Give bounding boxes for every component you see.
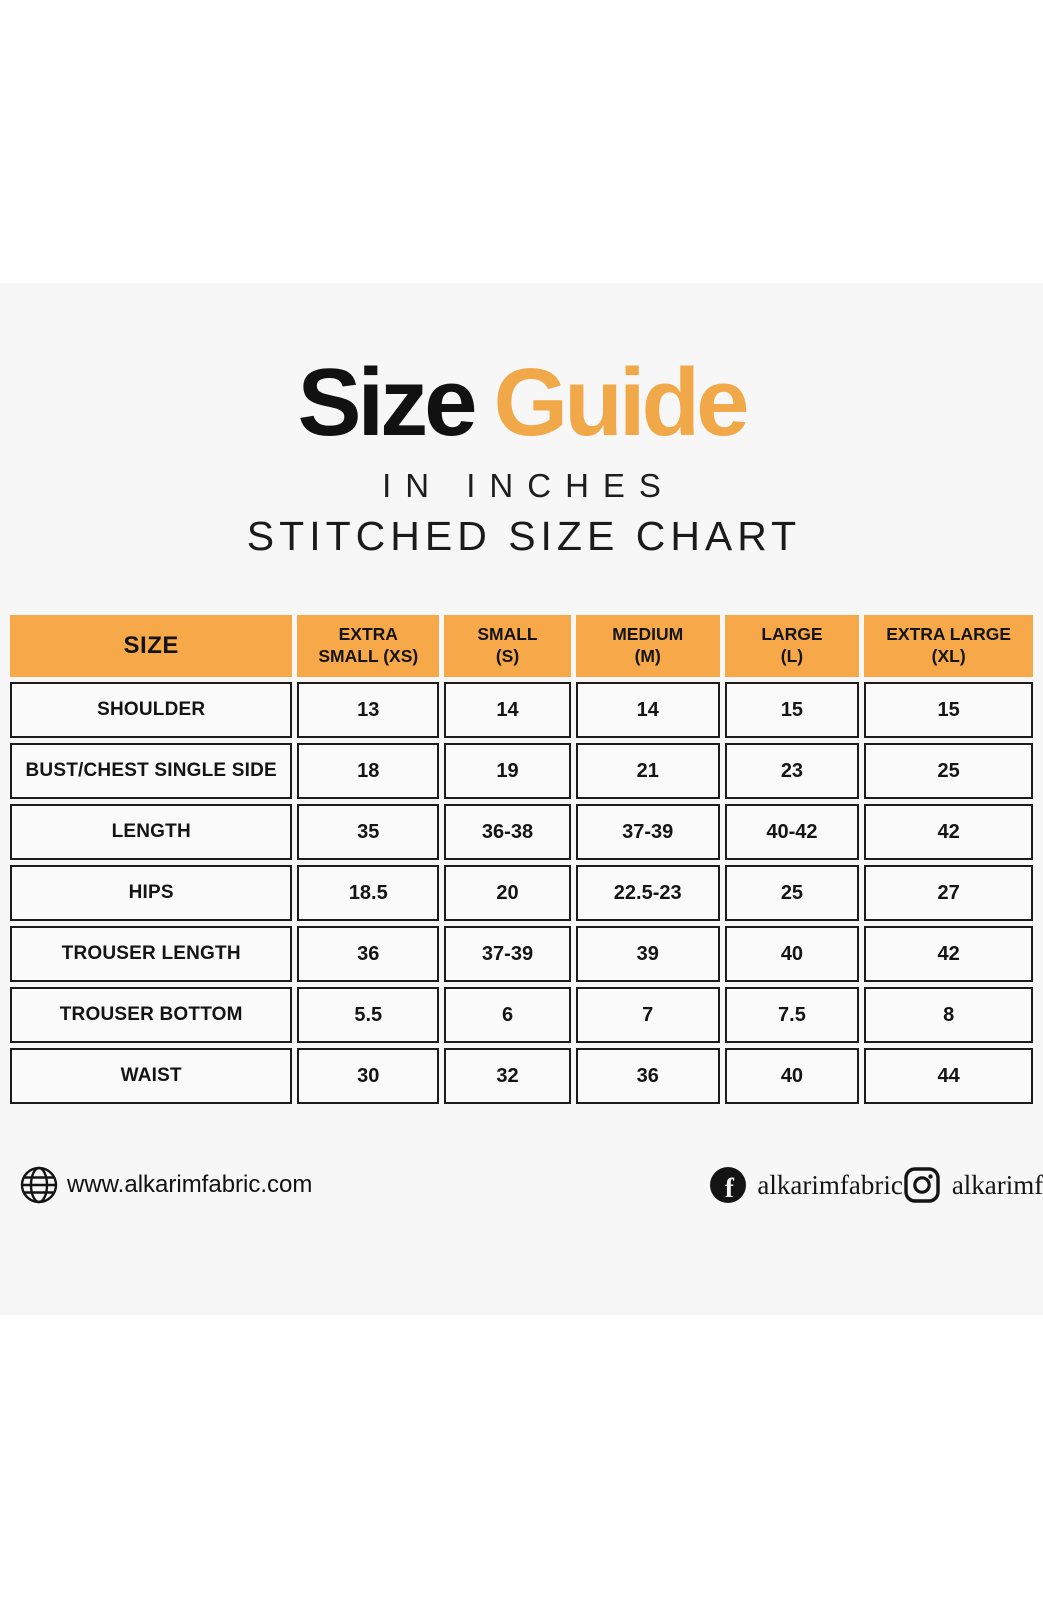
cell: 35 (297, 804, 440, 860)
cell: 36 (575, 1048, 720, 1104)
cell: 27 (864, 865, 1033, 921)
cell: 6 (444, 987, 571, 1043)
website-text: www.alkarimfabric.com (67, 1171, 313, 1198)
cell: 44 (864, 1048, 1033, 1104)
cell: 23 (724, 743, 860, 799)
cell: 39 (575, 926, 720, 982)
cell: 5.5 (297, 987, 440, 1043)
cell: 42 (864, 926, 1033, 982)
cell: 7 (575, 987, 720, 1043)
col-header-medium: MEDIUM (M) (575, 615, 720, 677)
cell: 8 (864, 987, 1033, 1043)
table-row-length: LENGTH 35 36-38 37-39 40-42 42 (10, 804, 1033, 860)
row-label: LENGTH (10, 804, 293, 860)
table-row-trouser-length: TROUSER LENGTH 36 37-39 39 40 42 (10, 926, 1033, 982)
size-chart-table: SIZE EXTRA SMALL (XS) SMALL (S) MEDIUM (… (5, 610, 1038, 1109)
cell: 36 (297, 926, 440, 982)
row-label: TROUSER BOTTOM (10, 987, 293, 1043)
table-header-row: SIZE EXTRA SMALL (XS) SMALL (S) MEDIUM (… (10, 615, 1033, 677)
cell: 40 (724, 1048, 860, 1104)
cell: 25 (724, 865, 860, 921)
cell: 21 (575, 743, 720, 799)
cell: 37-39 (575, 804, 720, 860)
cell: 25 (864, 743, 1033, 799)
page-title: Size Guide (0, 283, 1043, 451)
globe-icon (20, 1166, 58, 1204)
cell: 20 (444, 865, 571, 921)
title-word-guide: Guide (493, 349, 750, 456)
row-label: WAIST (10, 1048, 293, 1104)
cell: 7.5 (724, 987, 860, 1043)
col-header-size: SIZE (10, 615, 293, 677)
instagram-handle: alkarimfabrics (951, 1169, 1043, 1200)
content-panel: Size Guide IN INCHES STITCHED SIZE CHART … (0, 283, 1043, 1315)
row-label: TROUSER LENGTH (10, 926, 293, 982)
title-word-size: Size (297, 349, 477, 456)
facebook-handle: alkarimfabric (757, 1169, 903, 1200)
cell: 15 (724, 682, 860, 738)
cell: 42 (864, 804, 1033, 860)
cell: 18.5 (297, 865, 440, 921)
cell: 14 (575, 682, 720, 738)
row-label: BUST/CHEST SINGLE SIDE (10, 743, 293, 799)
cell: 36-38 (444, 804, 571, 860)
footer: www.alkarimfabric.com f alkarimfabric al… (19, 1165, 1043, 1205)
row-label: HIPS (10, 865, 293, 921)
table-row-waist: WAIST 30 32 36 40 44 (10, 1048, 1033, 1104)
instagram-link: alkarimfabrics (903, 1166, 1043, 1204)
cell: 37-39 (444, 926, 571, 982)
table-row-shoulder: SHOULDER 13 14 14 15 15 (10, 682, 1033, 738)
table-row-trouser-bottom: TROUSER BOTTOM 5.5 6 7 7.5 8 (10, 987, 1033, 1043)
instagram-icon (904, 1167, 940, 1203)
col-header-extra-small: EXTRA SMALL (XS) (297, 615, 440, 677)
subtitle-in-inches: IN INCHES (382, 467, 675, 504)
cell: 14 (444, 682, 571, 738)
col-header-small: SMALL (S) (444, 615, 571, 677)
cell: 40-42 (724, 804, 860, 860)
cell: 15 (864, 682, 1033, 738)
cell: 30 (297, 1048, 440, 1104)
cell: 13 (297, 682, 440, 738)
facebook-link: f alkarimfabric (710, 1167, 903, 1203)
facebook-icon: f (710, 1167, 747, 1203)
cell: 19 (444, 743, 571, 799)
website-link: www.alkarimfabric.com (19, 1165, 312, 1205)
cell: 22.5-23 (575, 865, 720, 921)
table-row-hips: HIPS 18.5 20 22.5-23 25 27 (10, 865, 1033, 921)
cell: 32 (444, 1048, 571, 1104)
cell: 40 (724, 926, 860, 982)
cell: 18 (297, 743, 440, 799)
col-header-large: LARGE (L) (724, 615, 860, 677)
row-label: SHOULDER (10, 682, 293, 738)
table-row-bust-chest: BUST/CHEST SINGLE SIDE 18 19 21 23 25 (10, 743, 1033, 799)
col-header-extra-large: EXTRA LARGE (XL) (864, 615, 1033, 677)
subtitle-stitched-size-chart: STITCHED SIZE CHART (246, 513, 802, 559)
